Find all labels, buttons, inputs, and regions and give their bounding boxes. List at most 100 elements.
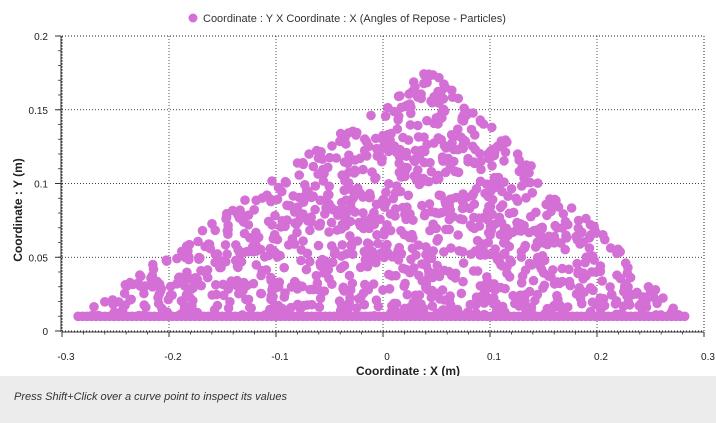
data-point[interactable]: [468, 266, 479, 276]
data-point[interactable]: [526, 211, 536, 222]
data-point[interactable]: [305, 284, 315, 295]
data-point[interactable]: [434, 72, 444, 83]
data-point[interactable]: [482, 213, 493, 224]
data-point[interactable]: [379, 252, 389, 263]
data-point[interactable]: [413, 165, 423, 175]
data-point[interactable]: [282, 200, 292, 211]
data-point[interactable]: [521, 177, 531, 188]
data-point[interactable]: [584, 233, 595, 243]
data-point[interactable]: [215, 262, 225, 273]
data-point[interactable]: [350, 165, 360, 175]
data-point[interactable]: [337, 262, 348, 272]
data-point[interactable]: [495, 202, 506, 213]
data-point[interactable]: [447, 85, 457, 96]
data-point[interactable]: [595, 298, 606, 308]
data-point[interactable]: [351, 303, 362, 313]
data-point[interactable]: [450, 166, 460, 177]
data-point[interactable]: [544, 231, 554, 242]
data-point[interactable]: [487, 122, 497, 133]
data-point[interactable]: [479, 289, 490, 299]
data-point[interactable]: [553, 294, 563, 305]
data-point[interactable]: [239, 228, 250, 239]
data-point[interactable]: [301, 264, 312, 275]
data-point[interactable]: [226, 276, 237, 286]
data-point[interactable]: [358, 208, 368, 218]
data-point[interactable]: [381, 187, 391, 198]
data-point[interactable]: [221, 256, 231, 267]
data-point[interactable]: [490, 244, 501, 254]
data-point[interactable]: [323, 162, 333, 173]
data-point[interactable]: [89, 302, 99, 312]
data-point[interactable]: [515, 219, 526, 229]
data-point[interactable]: [337, 240, 348, 250]
data-point[interactable]: [400, 278, 410, 289]
data-point[interactable]: [222, 249, 232, 259]
data-point[interactable]: [294, 170, 305, 180]
data-point[interactable]: [350, 207, 360, 217]
data-point[interactable]: [467, 222, 478, 232]
data-point[interactable]: [315, 195, 326, 206]
data-point[interactable]: [181, 290, 192, 300]
data-point[interactable]: [365, 192, 376, 202]
data-point[interactable]: [352, 183, 363, 193]
data-point[interactable]: [363, 284, 374, 295]
data-point[interactable]: [446, 212, 457, 223]
data-point[interactable]: [402, 289, 413, 300]
data-point[interactable]: [194, 254, 204, 264]
data-point[interactable]: [298, 197, 309, 207]
data-point[interactable]: [108, 299, 118, 310]
data-point[interactable]: [291, 219, 302, 230]
data-point[interactable]: [344, 270, 355, 281]
data-point[interactable]: [450, 268, 461, 279]
data-point[interactable]: [249, 205, 259, 215]
data-point[interactable]: [211, 280, 221, 290]
data-point[interactable]: [302, 300, 313, 310]
data-point[interactable]: [384, 146, 394, 157]
data-point[interactable]: [386, 128, 396, 139]
data-point[interactable]: [411, 89, 422, 99]
data-point[interactable]: [265, 306, 276, 316]
data-point[interactable]: [360, 134, 370, 144]
data-point[interactable]: [445, 205, 456, 215]
data-point[interactable]: [324, 199, 334, 209]
data-point[interactable]: [211, 311, 222, 321]
data-point[interactable]: [607, 290, 617, 300]
data-point[interactable]: [427, 301, 438, 312]
data-point[interactable]: [333, 210, 343, 220]
data-point[interactable]: [413, 240, 424, 250]
data-point[interactable]: [542, 210, 552, 221]
data-point[interactable]: [438, 104, 449, 115]
data-point[interactable]: [428, 246, 439, 256]
data-point[interactable]: [532, 239, 543, 250]
data-point[interactable]: [575, 291, 585, 302]
scatter-chart[interactable]: -0.3 -0.2 -0.1 0 0.1 0.2 0.3 0 0.05 0.1 0.15 0.2 Co…: [0, 0, 716, 376]
data-point[interactable]: [404, 232, 415, 243]
data-point[interactable]: [457, 115, 467, 125]
data-point[interactable]: [491, 298, 502, 309]
data-point[interactable]: [439, 140, 450, 151]
data-point[interactable]: [273, 300, 284, 311]
data-point[interactable]: [270, 210, 280, 221]
data-point[interactable]: [298, 157, 308, 168]
data-point[interactable]: [413, 120, 423, 131]
data-point[interactable]: [458, 276, 468, 287]
data-point[interactable]: [446, 194, 457, 204]
data-point[interactable]: [378, 130, 388, 141]
data-point[interactable]: [421, 249, 431, 260]
data-point[interactable]: [136, 271, 146, 282]
data-point[interactable]: [566, 203, 577, 213]
data-point[interactable]: [380, 111, 391, 121]
data-point[interactable]: [360, 254, 371, 265]
data-point[interactable]: [343, 128, 354, 138]
data-point[interactable]: [666, 307, 677, 317]
data-point[interactable]: [345, 292, 355, 303]
data-point[interactable]: [248, 278, 259, 289]
data-point[interactable]: [189, 279, 199, 289]
data-point[interactable]: [424, 199, 435, 209]
data-point[interactable]: [387, 271, 397, 281]
data-point[interactable]: [109, 307, 120, 317]
data-point[interactable]: [283, 240, 294, 250]
data-point[interactable]: [421, 176, 431, 186]
data-point[interactable]: [581, 252, 592, 262]
data-point[interactable]: [521, 310, 531, 321]
